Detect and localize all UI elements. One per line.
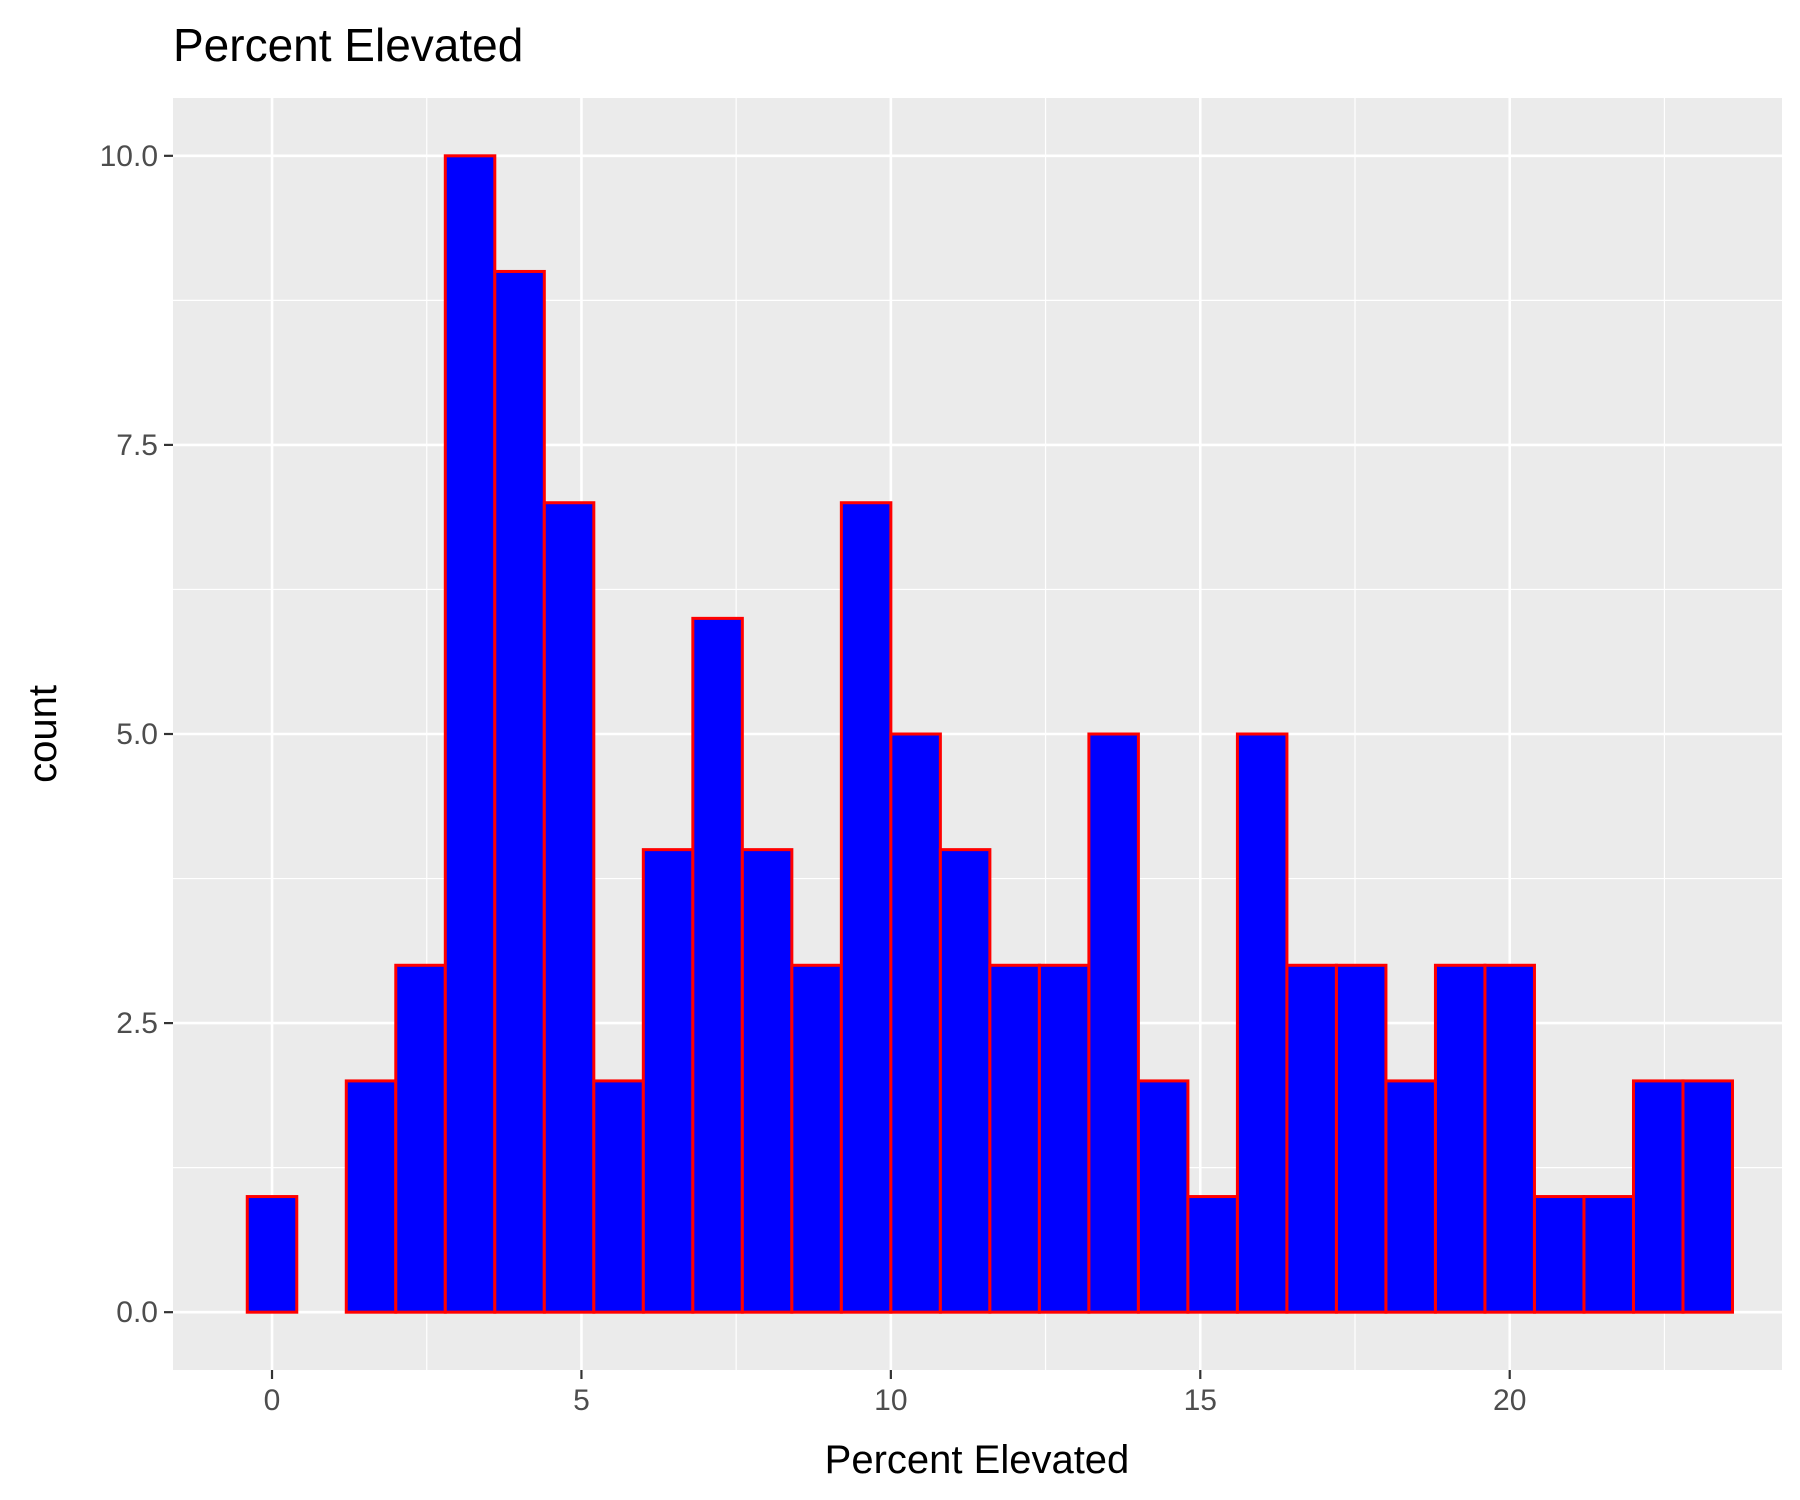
y-axis: 0.0 2.5 5.0 7.5 10.0 [100,140,173,1329]
histogram-bar [740,848,794,1314]
histogram-bar [1483,963,1536,1314]
y-tick-label: 5.0 [116,718,158,751]
histogram-bar [1235,732,1289,1314]
x-tick-label: 0 [264,1384,281,1417]
histogram-bar [1433,963,1487,1314]
histogram-bar [592,1079,645,1314]
y-tick-label: 7.5 [116,429,158,462]
histogram-bar [1334,963,1388,1314]
y-tick-label: 0.0 [116,1296,158,1329]
histogram-bar [1681,1079,1734,1314]
histogram-bar [443,154,497,1314]
histogram-bar [493,269,546,1314]
x-tick-label: 10 [874,1384,907,1417]
histogram-bar [691,616,744,1314]
histogram-bars [245,154,1734,1314]
histogram-bar [1582,1195,1635,1314]
histogram-bar [938,848,992,1314]
x-tick-label: 15 [1184,1384,1217,1417]
histogram-bar [1087,732,1140,1314]
histogram-bar [1285,963,1338,1314]
histogram-bar [542,501,596,1314]
histogram-bar [790,963,843,1314]
y-axis-title: count [21,685,65,783]
histogram-bar [1384,1079,1437,1314]
y-tick-label: 10.0 [100,140,158,173]
histogram-bar [1186,1195,1239,1314]
histogram-bar [1136,1079,1190,1314]
histogram-bar [394,963,447,1314]
histogram-bar [641,848,695,1314]
x-tick-label: 5 [573,1384,590,1417]
histogram-bar [1037,963,1091,1314]
x-axis-title: Percent Elevated [825,1438,1130,1482]
x-axis: 0 5 10 15 20 [264,1370,1526,1417]
histogram-bar [988,963,1041,1314]
y-tick-label: 2.5 [116,1007,158,1040]
x-tick-label: 20 [1493,1384,1526,1417]
histogram-bar [839,501,893,1314]
histogram-bar [344,1079,398,1314]
histogram-bar [889,732,942,1314]
histogram-bar [245,1195,299,1314]
chart-title: Percent Elevated [173,19,523,71]
histogram-bar [1532,1195,1586,1314]
histogram-bar [1631,1079,1685,1314]
